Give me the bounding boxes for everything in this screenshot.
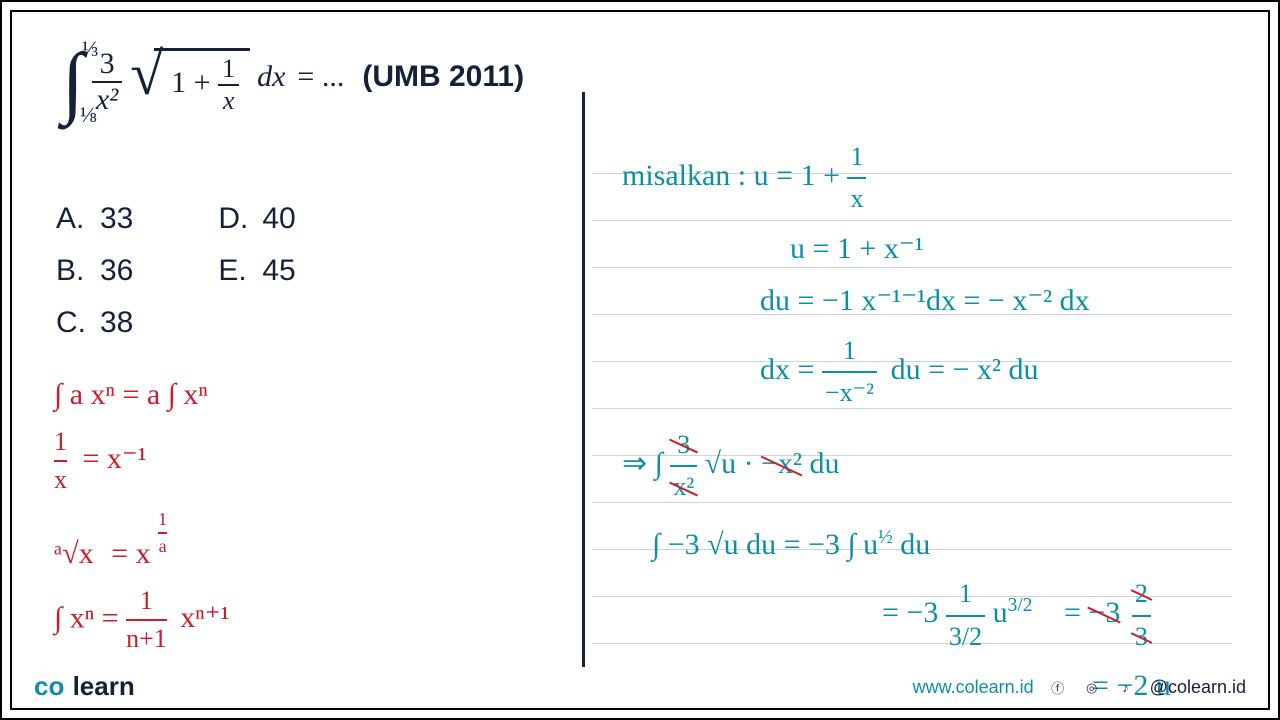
red-l2d: x <box>54 460 67 498</box>
choice-d: 40 <box>262 202 372 236</box>
blue-l1d: x <box>847 177 866 219</box>
brand-learn: learn <box>73 671 135 701</box>
red-formula-notes: ∫ a xⁿ = a ∫ xⁿ 1x = x⁻¹ ᵃ√x = x 1a ∫ xⁿ… <box>54 374 230 666</box>
blue-l7a: = −3 <box>882 596 938 629</box>
right-column: misalkan : u = 1 + 1x u = 1 + x⁻¹ du = −… <box>592 12 1262 708</box>
choice-e: 45 <box>262 254 372 288</box>
answer-choices: A.33 D.40 B.36 E.45 C.38 <box>56 202 372 358</box>
source-tag: (UMB 2011) <box>362 60 524 93</box>
blue-l6: ∫ −3 √u du = −3 ∫ u <box>652 528 878 561</box>
blue-l6t: du <box>893 528 931 561</box>
vertical-divider <box>582 92 585 667</box>
lined-paper: misalkan : u = 1 + 1x u = 1 + x⁻¹ du = −… <box>592 127 1232 667</box>
blue-l5c: du <box>810 447 840 480</box>
tiktok-icon: ♪ <box>1116 678 1136 698</box>
equals: = ... <box>297 60 344 93</box>
red-l1a: ∫ a xⁿ <box>54 378 115 411</box>
red-l2r: = x⁻¹ <box>83 442 147 475</box>
blue-l7b: u <box>993 596 1008 629</box>
upper-limit: ⅓ <box>82 36 99 62</box>
blue-l5s1: 3 <box>670 425 697 465</box>
blue-l4a: dx = <box>760 353 814 386</box>
blue-l7cn: 2 <box>1132 574 1151 614</box>
blue-l4n: 1 <box>822 331 877 371</box>
blue-l7cd: 3 <box>1132 615 1151 657</box>
brand-co: co <box>34 671 64 701</box>
footer-right: www.colearn.id ⓕ ◎ ♪ @colearn.id <box>913 677 1246 698</box>
red-l4t: xⁿ⁺¹ <box>180 601 229 634</box>
footer-url: www.colearn.id <box>913 677 1034 698</box>
blue-l1: misalkan : u = 1 + <box>622 159 840 192</box>
red-l4d: n+1 <box>126 619 167 657</box>
blue-l1n: 1 <box>847 137 866 177</box>
blue-l4d: −x⁻² <box>822 371 877 413</box>
lower-limit: ⅛ <box>80 102 97 128</box>
blue-working-notes: misalkan : u = 1 + 1x u = 1 + x⁻¹ du = −… <box>622 137 1242 715</box>
choice-a: 33 <box>100 202 210 236</box>
left-column: ⅓ ∫ ⅛ 3 x² √ 1 + 1 x dx = ... <box>12 12 572 708</box>
red-l2n: 1 <box>54 424 67 460</box>
blue-l5b: √u · <box>705 447 754 480</box>
red-l3en: 1 <box>158 507 167 532</box>
brand-logo: co learn <box>34 671 135 702</box>
sqrt-frac-n: 1 <box>218 54 239 84</box>
footer-handle: @colearn.id <box>1150 677 1246 698</box>
blue-l3: du = −1 x⁻¹⁻¹dx = − x⁻² dx <box>622 278 1242 325</box>
red-l3l: ᵃ√x <box>54 537 94 570</box>
red-l3r: = x <box>111 537 150 570</box>
red-l4l: ∫ xⁿ = <box>54 601 119 634</box>
blue-l7n: 1 <box>946 574 985 614</box>
blue-l7sa: −3 <box>1088 590 1120 637</box>
blue-l5s1d: x² <box>670 465 697 507</box>
sqrt-one: 1 <box>171 66 186 99</box>
blue-l6e: ½ <box>878 527 893 548</box>
facebook-icon: ⓕ <box>1048 678 1068 698</box>
red-l1b: = a ∫ xⁿ <box>122 378 207 411</box>
red-l3ed: a <box>158 532 167 559</box>
blue-l7d: 3/2 <box>946 615 985 657</box>
sqrt-plus: + <box>194 66 211 99</box>
blue-l5a: ⇒ ∫ <box>622 447 663 480</box>
dx: dx <box>257 60 285 93</box>
blue-l5s2: −x² <box>761 441 802 488</box>
blue-l4b: du = − x² du <box>891 353 1039 386</box>
choice-c: 38 <box>100 306 210 340</box>
instagram-icon: ◎ <box>1082 678 1102 698</box>
choice-b: 36 <box>100 254 210 288</box>
problem-statement: ⅓ ∫ ⅛ 3 x² √ 1 + 1 x dx = ... <box>62 47 524 117</box>
sqrt-frac-d: x <box>218 84 239 116</box>
blue-l2: u = 1 + x⁻¹ <box>622 226 1242 273</box>
blue-l7e: 3/2 <box>1008 595 1033 616</box>
red-l4n: 1 <box>126 583 167 619</box>
